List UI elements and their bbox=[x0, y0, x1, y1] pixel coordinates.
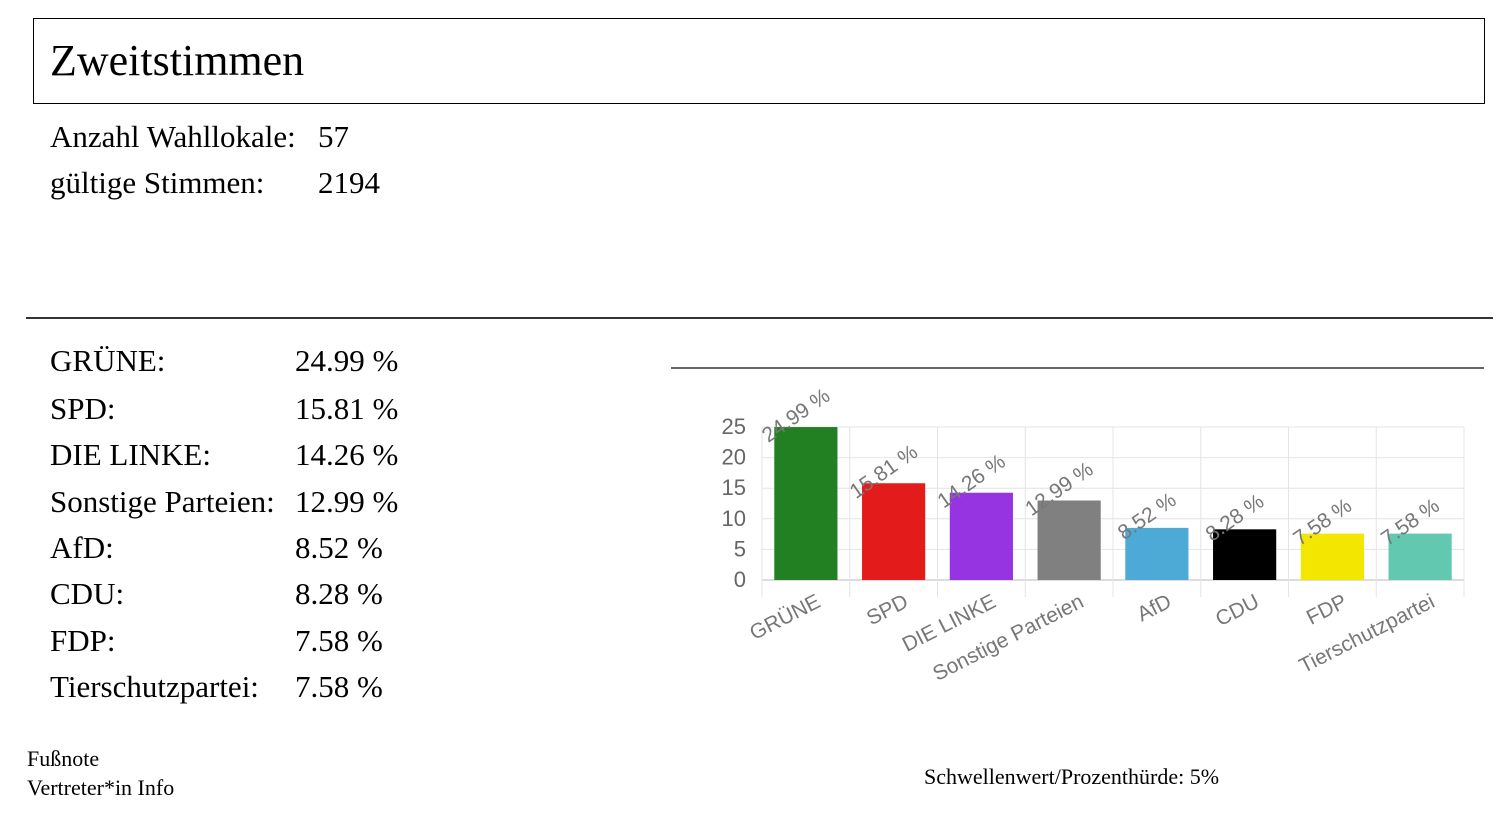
stat-label: Anzahl Wahllokale: bbox=[50, 119, 296, 154]
y-tick-label: 0 bbox=[734, 567, 746, 592]
bar bbox=[1125, 527, 1189, 580]
result-label: AfD: bbox=[50, 530, 114, 565]
bar bbox=[949, 492, 1013, 580]
stat-polling-stations: Anzahl Wahllokale: 57 bbox=[50, 119, 349, 155]
x-tick-label: Sonstige Parteien bbox=[929, 590, 1087, 686]
bar bbox=[1037, 500, 1101, 580]
page-title: Zweitstimmen bbox=[50, 36, 305, 85]
x-tick-label: GRÜNE bbox=[746, 590, 824, 645]
bar bbox=[862, 483, 926, 580]
y-tick-label: 25 bbox=[722, 414, 746, 439]
stat-label: gültige Stimmen: bbox=[50, 165, 265, 200]
stat-valid-votes: gültige Stimmen: 2194 bbox=[50, 165, 380, 201]
y-tick-label: 5 bbox=[734, 536, 746, 561]
bar bbox=[1300, 533, 1364, 580]
result-value: 7.58 % bbox=[295, 669, 383, 704]
stat-value: 57 bbox=[318, 119, 349, 154]
result-value: 7.58 % bbox=[295, 623, 383, 658]
x-tick-label: SPD bbox=[863, 590, 912, 630]
x-tick-label: AfD bbox=[1134, 590, 1176, 626]
footnote-link[interactable]: Fußnote bbox=[27, 746, 100, 771]
bar bbox=[1213, 529, 1277, 580]
result-value: 14.26 % bbox=[295, 437, 399, 472]
stat-value: 2194 bbox=[318, 165, 380, 200]
result-label: GRÜNE: bbox=[50, 343, 166, 378]
y-tick-label: 20 bbox=[722, 445, 746, 470]
result-value: 15.81 % bbox=[295, 391, 399, 426]
result-value: 8.52 % bbox=[295, 530, 383, 565]
bar bbox=[774, 427, 838, 580]
y-tick-label: 10 bbox=[722, 506, 746, 531]
result-value: 24.99 % bbox=[295, 343, 399, 378]
result-label: Sonstige Parteien: bbox=[50, 484, 275, 519]
x-tick-label: CDU bbox=[1212, 590, 1263, 631]
y-tick-label: 15 bbox=[722, 475, 746, 500]
result-label: CDU: bbox=[50, 576, 125, 611]
title-box: Zweitstimmen bbox=[33, 18, 1485, 104]
threshold-note: Schwellenwert/Prozenthürde: 5% bbox=[924, 764, 1220, 789]
divider bbox=[26, 317, 1493, 319]
result-value: 12.99 % bbox=[295, 484, 399, 519]
representative-info-link[interactable]: Vertreter*in Info bbox=[27, 775, 175, 800]
x-tick-label: FDP bbox=[1303, 590, 1351, 630]
result-label: Tierschutzpartei: bbox=[50, 669, 259, 704]
result-label: DIE LINKE: bbox=[50, 437, 211, 472]
bar bbox=[1388, 533, 1452, 580]
result-label: FDP: bbox=[50, 623, 116, 658]
result-value: 8.28 % bbox=[295, 576, 383, 611]
result-label: SPD: bbox=[50, 391, 116, 426]
